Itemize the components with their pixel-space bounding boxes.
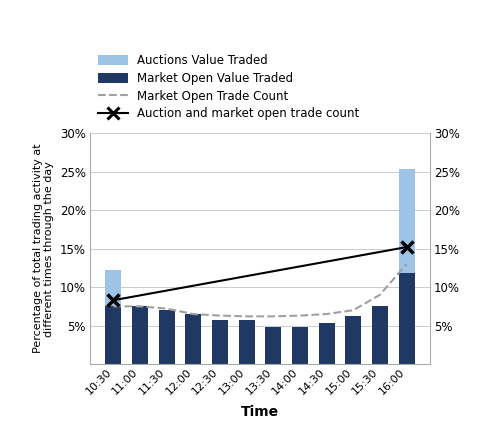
Legend: Auctions Value Traded, Market Open Value Traded, Market Open Trade Count, Auctio: Auctions Value Traded, Market Open Value… xyxy=(96,52,362,123)
Bar xyxy=(158,310,174,364)
X-axis label: Time: Time xyxy=(241,405,279,419)
Bar xyxy=(318,322,334,364)
Bar xyxy=(398,273,414,364)
Bar xyxy=(292,327,308,364)
Bar xyxy=(398,169,414,273)
Bar xyxy=(346,317,362,364)
Bar xyxy=(186,314,202,364)
Bar xyxy=(212,320,228,364)
Bar xyxy=(132,306,148,364)
Bar xyxy=(372,306,388,364)
Bar xyxy=(266,327,281,364)
Bar xyxy=(106,305,122,364)
Bar xyxy=(238,320,254,364)
Bar xyxy=(106,270,122,305)
Y-axis label: Percentage of total trading activity at
different times through the day: Percentage of total trading activity at … xyxy=(32,144,54,353)
